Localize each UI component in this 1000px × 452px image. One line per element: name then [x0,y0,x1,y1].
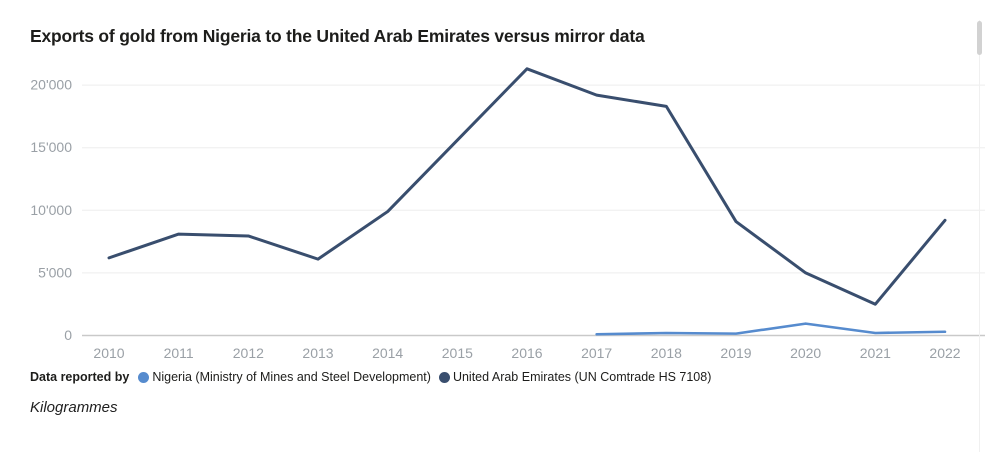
x-tick-label: 2017 [581,345,612,361]
x-tick-label: 2016 [511,345,542,361]
y-tick-label: 0 [64,327,72,343]
legend-title: Data reported by [30,370,130,384]
series-line-uae [107,67,947,306]
x-tick-label: 2012 [233,345,264,361]
legend-item-uae: United Arab Emirates (UN Comtrade HS 710… [438,370,712,384]
scrollbar-track [979,20,980,452]
chart-title: Exports of gold from Nigeria to the Unit… [30,26,645,46]
y-tick-label: 15'000 [30,139,72,155]
x-tick-label: 2018 [651,345,682,361]
x-tick-label: 2019 [720,345,751,361]
x-tick-label: 2022 [929,345,960,361]
x-tick-label: 2021 [860,345,891,361]
y-tick-label: 10'000 [30,202,72,218]
x-tick-label: 2020 [790,345,821,361]
series-line-nigeria [595,322,947,336]
x-tick-label: 2011 [164,345,194,361]
x-tick-label: 2015 [442,345,473,361]
y-tick-label: 20'000 [30,77,72,93]
x-tick-label: 2014 [372,345,403,361]
nigeria-series-dot-icon [138,371,150,383]
legend-label-nigeria: Nigeria (Ministry of Mines and Steel Dev… [152,370,431,384]
legend-label-uae: United Arab Emirates (UN Comtrade HS 710… [452,370,712,384]
uae-series-dot-icon [438,371,450,383]
unit-label: Kilogrammes [30,399,118,416]
x-tick-label: 2013 [302,345,333,361]
legend-item-nigeria: Nigeria (Ministry of Mines and Steel Dev… [138,370,431,384]
line-chart: 0 5'000 10'000 15'000 20'000 2010 2011 2012 2013… [30,67,985,361]
y-tick-label: 5'000 [38,264,72,280]
legend: Data reported by Nigeria (Ministry of Mi… [30,370,719,384]
scrollbar-thumb[interactable] [977,21,982,55]
x-tick-label: 2010 [93,345,124,361]
